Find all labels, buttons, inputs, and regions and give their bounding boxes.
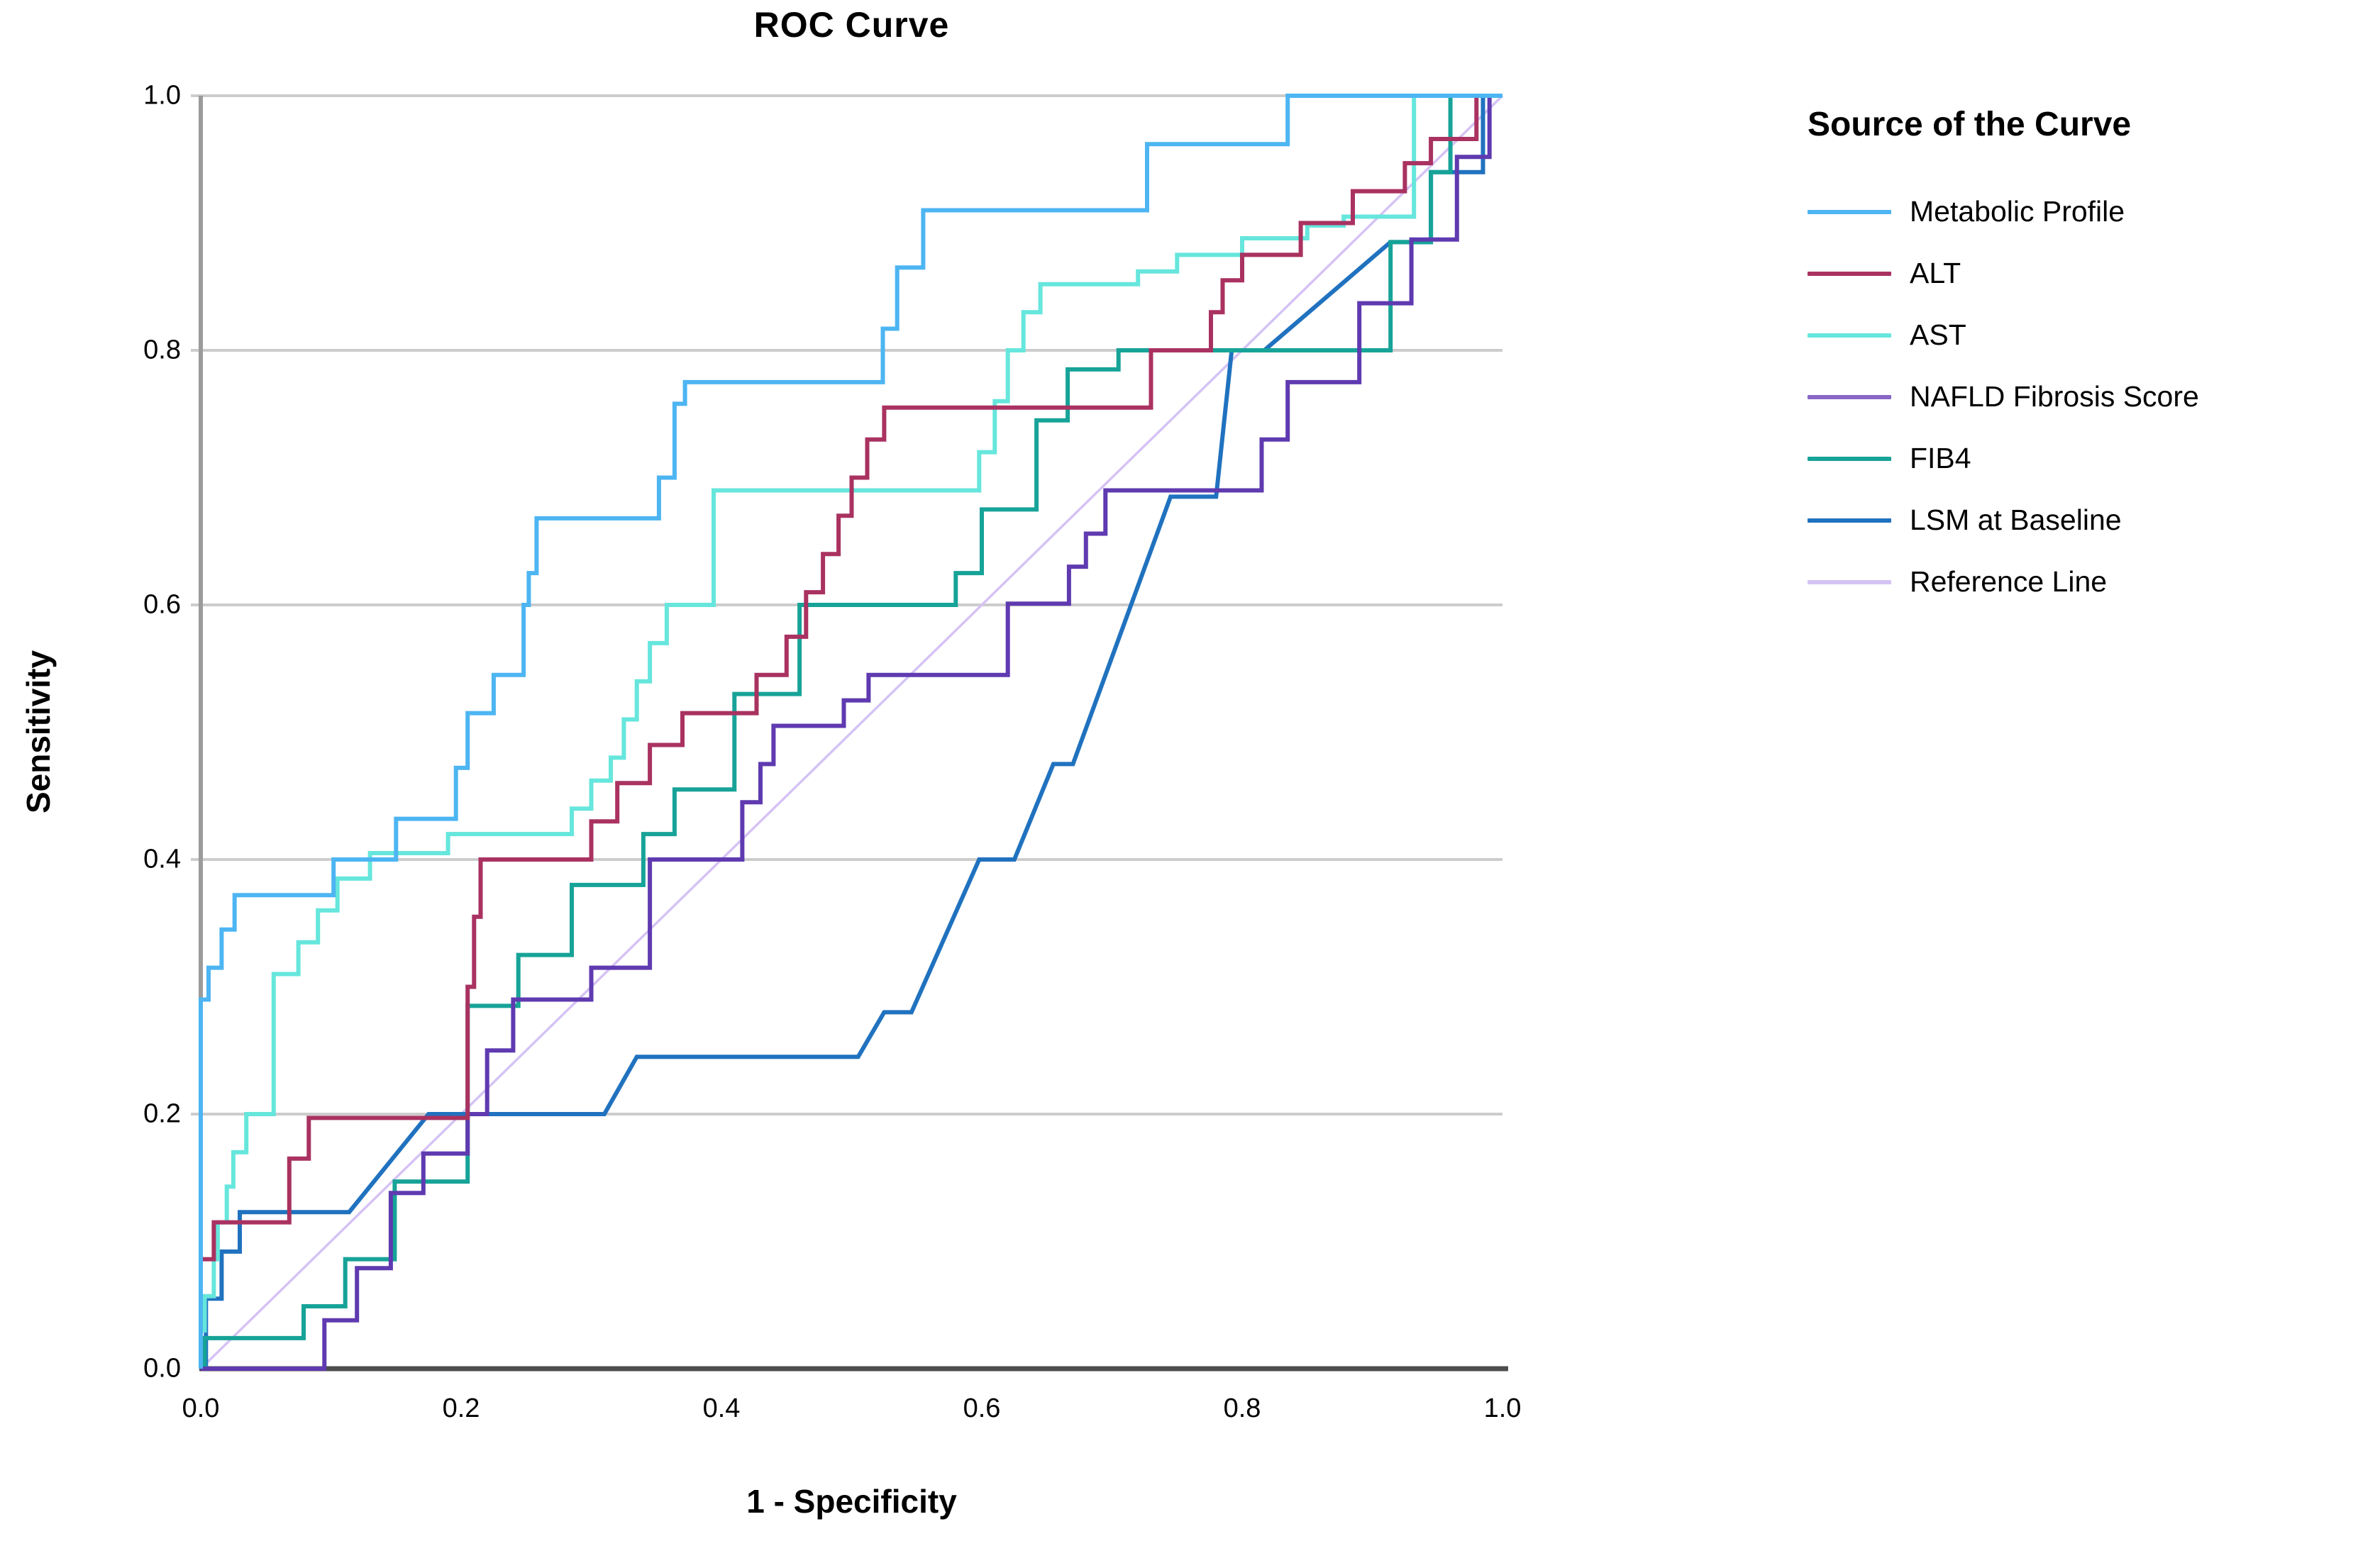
legend-label: LSM at Baseline [1910, 504, 2122, 536]
legend-label: NAFLD Fibrosis Score [1910, 380, 2199, 413]
x-axis-title: 1 - Specificity [746, 1483, 957, 1520]
legend-item: ALT [1808, 243, 2368, 304]
legend-swatch-line [1808, 579, 1891, 584]
legend: Source of the Curve Metabolic Profile ALT… [1808, 105, 2368, 613]
roc-curve-alt [199, 94, 1502, 1369]
roc-curve-metabolic-profile [199, 94, 1502, 1369]
y-tick-label: 0.6 [143, 589, 181, 620]
legend-swatch-line [1808, 456, 1891, 461]
legend-swatch-line [1808, 394, 1891, 399]
roc-curve-reference-line [199, 94, 1504, 1370]
y-tick-label: 0.4 [143, 844, 181, 874]
x-tick-label: 0.8 [1223, 1394, 1261, 1423]
y-tick-label: 0.8 [143, 335, 181, 365]
legend-swatch-line [1808, 209, 1891, 214]
roc-curve-fib4 [201, 94, 1502, 1371]
x-tick-label: 0.4 [702, 1394, 741, 1423]
legend-label: ALT [1910, 257, 1961, 289]
y-tick-label: 0.0 [143, 1353, 181, 1384]
y-axis-title: Sensitivity [20, 650, 57, 814]
legend-rows: Metabolic Profile ALT AST NAFLD Fibrosis Sc… [1808, 181, 2368, 613]
y-tick-label: 0.2 [143, 1098, 181, 1129]
legend-label: Reference Line [1910, 565, 2108, 598]
legend-item: Reference Line [1808, 551, 2368, 613]
legend-swatch-line [1808, 333, 1891, 338]
y-tick-label: 1.0 [143, 80, 181, 111]
legend-item: Metabolic Profile [1808, 181, 2368, 243]
legend-label: AST [1910, 318, 1966, 351]
legend-swatch-line [1808, 271, 1891, 276]
plot-area [191, 94, 1508, 1372]
legend-item: LSM at Baseline [1808, 489, 2368, 551]
roc-curve-ast [199, 94, 1502, 1369]
legend-title: Source of the Curve [1808, 106, 2132, 143]
x-tick-label: 1.0 [1483, 1394, 1522, 1423]
legend-label: FIB4 [1910, 442, 1971, 474]
legend-item: AST [1808, 304, 2368, 366]
legend-item: NAFLD Fibrosis Score [1808, 366, 2368, 428]
chart-title: ROC Curve [753, 5, 950, 45]
legend-item: FIB4 [1808, 428, 2368, 489]
roc-curve-nafld-fibrosis-score [201, 94, 1502, 1371]
x-tick-label: 0.6 [963, 1394, 1001, 1423]
legend-label: Metabolic Profile [1910, 195, 2125, 228]
x-tick-label: 0.0 [182, 1394, 220, 1423]
legend-swatch-line [1808, 518, 1891, 523]
x-tick-label: 0.2 [442, 1394, 480, 1423]
